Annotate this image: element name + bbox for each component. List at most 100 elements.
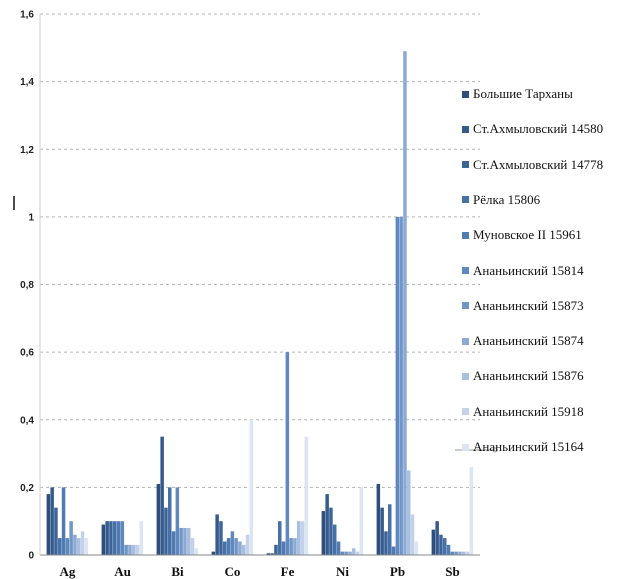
- bar: [65, 538, 70, 555]
- bar: [336, 541, 341, 555]
- bar: [219, 521, 223, 555]
- legend-item: Ананьинский 15874: [462, 331, 584, 351]
- bar: [274, 544, 278, 555]
- bar: [414, 541, 419, 555]
- bar: [211, 551, 216, 555]
- legend-swatch: [462, 196, 469, 204]
- legend-item: Ст.Ахмыловский 14580: [462, 119, 603, 139]
- bar: [69, 521, 73, 555]
- legend-swatch: [462, 302, 469, 310]
- bar: [340, 551, 345, 555]
- bar: [395, 216, 400, 555]
- bar: [190, 538, 195, 555]
- y-tick-label: 0,8: [20, 280, 34, 291]
- bar: [230, 531, 235, 555]
- bar: [61, 487, 66, 555]
- legend-swatch: [462, 372, 469, 380]
- legend-label: Рёлка 15806: [473, 191, 541, 207]
- legend-label: Ст.Ахмыловский 14778: [473, 156, 604, 172]
- y-tick-label: 0,2: [20, 483, 34, 494]
- bar: [175, 487, 180, 555]
- bar: [84, 538, 89, 555]
- legend-item: Ананьинский 15873: [462, 296, 584, 316]
- bar: [333, 524, 337, 555]
- bar: [270, 553, 274, 555]
- y-axis-ticks: 0 0,2 0,4 0,6 0,8 1 1,2 1,4 1,6: [20, 10, 34, 562]
- bar: [242, 544, 246, 555]
- legend-swatch: [462, 125, 469, 133]
- legend-label: Ананьинский 15874: [473, 333, 584, 349]
- bar: [285, 352, 290, 555]
- x-tick-label: Fe: [281, 564, 295, 579]
- bar: [179, 527, 183, 555]
- bar: [113, 521, 117, 555]
- bar: [446, 544, 451, 555]
- bar: [215, 514, 219, 555]
- bar: [465, 551, 470, 555]
- x-tick-label: Pb: [390, 564, 405, 579]
- legend-label: Ананьинский 15873: [473, 297, 584, 313]
- bar: [160, 436, 164, 555]
- bar: [293, 538, 297, 555]
- bar: [410, 514, 415, 555]
- bar: [388, 504, 392, 555]
- legend-swatch: [462, 231, 469, 239]
- bar: [325, 494, 329, 555]
- y-tick-label: 1: [28, 212, 34, 223]
- bar: [304, 436, 309, 555]
- bar: [164, 507, 168, 555]
- bar: [376, 483, 381, 555]
- bar: [168, 487, 172, 555]
- bar: [403, 51, 407, 555]
- x-tick-label: Co: [225, 564, 241, 579]
- bar: [450, 551, 455, 555]
- legend-swatch: [462, 337, 469, 345]
- bar: [80, 531, 85, 555]
- x-tick-label: Ni: [336, 564, 349, 579]
- plot-border-handle: [492, 447, 498, 453]
- bar: [77, 538, 81, 555]
- bar: [431, 529, 436, 555]
- legend-item: Ананьинский 15164: [462, 437, 584, 457]
- bar: [454, 551, 458, 555]
- bar: [171, 531, 176, 555]
- legend-item: Ананьинский 15814: [462, 261, 584, 281]
- bar: [105, 521, 109, 555]
- bar: [128, 544, 132, 555]
- bar: [139, 521, 144, 555]
- gridlines: [40, 13, 480, 488]
- bar: [46, 494, 51, 555]
- x-tick-label: Au: [114, 564, 131, 579]
- bar: [135, 544, 140, 555]
- legend-label: Ст.Ахмыловский 14580: [473, 121, 604, 137]
- bar: [58, 538, 62, 555]
- legend-label: Ананьинский 15164: [473, 439, 584, 454]
- bar: [469, 467, 474, 555]
- bar: [116, 521, 121, 555]
- legend-label: Большие Тарханы: [473, 86, 573, 101]
- bar: [281, 541, 286, 555]
- legend-item: Рёлка 15806: [462, 190, 540, 210]
- legend-item: Муновское II 15961: [462, 225, 582, 245]
- legend-item: Ст.Ахмыловский 14778: [462, 155, 603, 175]
- bar: [156, 483, 161, 555]
- legend-item: Ананьинский 15876: [462, 366, 584, 386]
- bar: [124, 544, 128, 555]
- legend-swatch: [462, 161, 469, 169]
- bar: [458, 551, 462, 555]
- bar: [120, 521, 125, 555]
- bar: [289, 538, 293, 555]
- legend-swatch: [462, 443, 469, 451]
- legend-label: Муновское II 15961: [473, 227, 582, 243]
- legend-label: Ананьинский 15814: [473, 262, 584, 278]
- bar: [359, 487, 364, 555]
- bar: [462, 551, 466, 555]
- bar: [348, 551, 352, 555]
- bar: [54, 507, 58, 555]
- bar: [223, 541, 227, 555]
- bar: [238, 541, 242, 555]
- bar: [183, 527, 187, 555]
- x-tick-label: Ag: [60, 564, 76, 579]
- bar: [226, 538, 231, 555]
